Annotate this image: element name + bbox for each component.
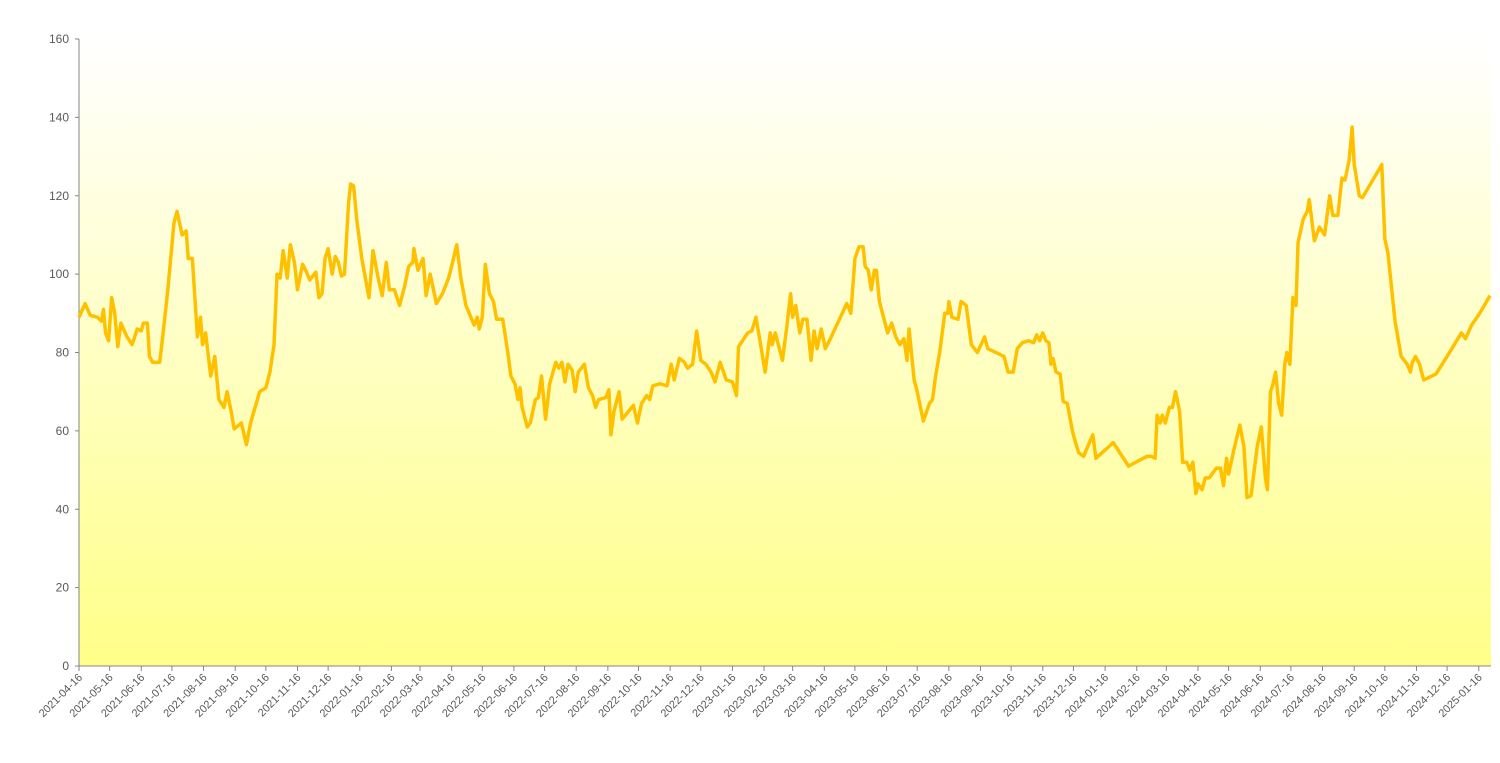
y-tick-label: 20 <box>56 581 70 595</box>
y-tick-label: 0 <box>62 659 69 673</box>
y-tick-label: 80 <box>56 346 70 360</box>
y-tick-label: 120 <box>49 189 69 203</box>
y-tick-label: 140 <box>49 110 69 124</box>
data-line <box>77 125 1492 500</box>
y-tick-label: 40 <box>56 502 70 516</box>
y-tick-label: 100 <box>49 267 69 281</box>
y-tick-label: 160 <box>49 32 69 46</box>
y-tick-label: 60 <box>56 424 70 438</box>
